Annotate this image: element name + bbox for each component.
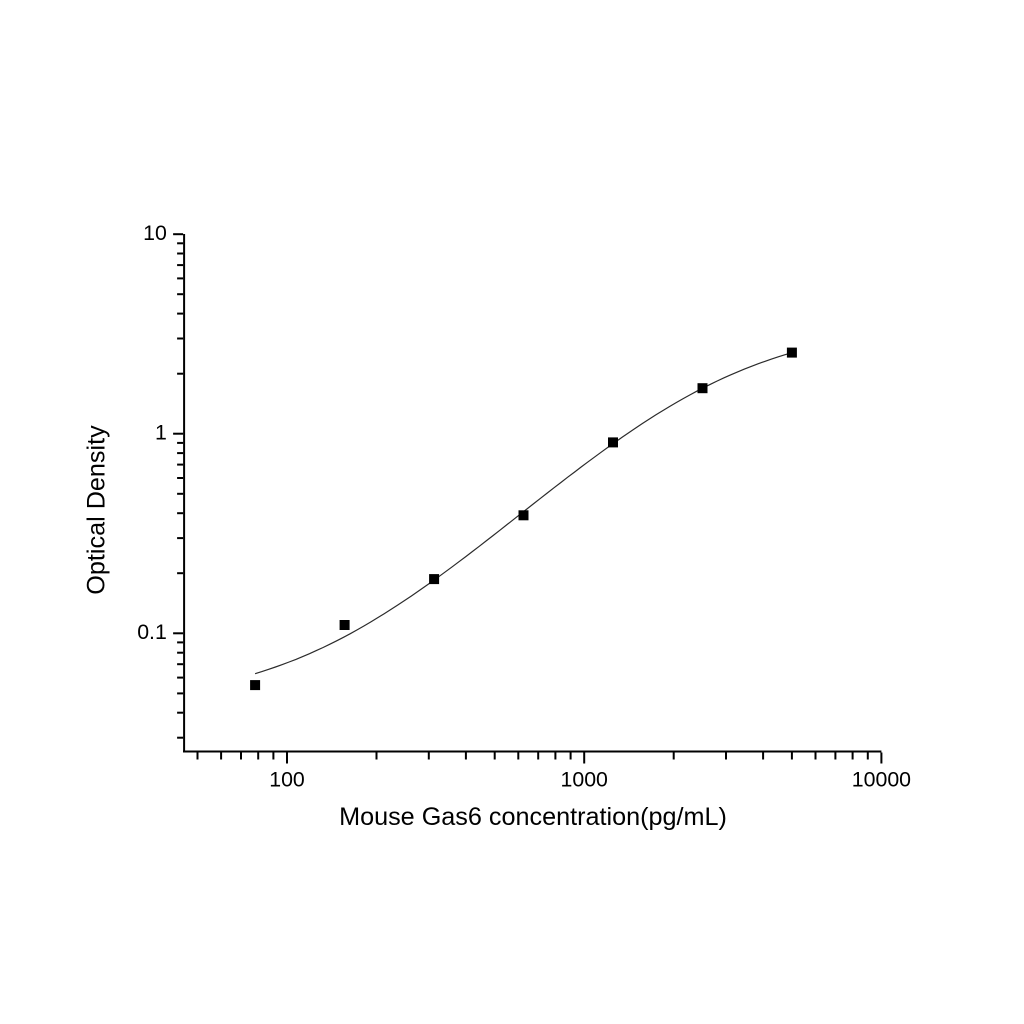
svg-text:10000: 10000 xyxy=(852,767,911,791)
svg-text:Optical Density: Optical Density xyxy=(83,425,111,595)
svg-text:0.1: 0.1 xyxy=(137,620,167,644)
svg-text:1000: 1000 xyxy=(561,767,609,791)
svg-text:100: 100 xyxy=(269,767,305,791)
svg-text:1: 1 xyxy=(155,420,167,444)
svg-text:Mouse Gas6 concentration(pg/mL: Mouse Gas6 concentration(pg/mL) xyxy=(339,803,727,831)
svg-text:10: 10 xyxy=(143,221,167,245)
